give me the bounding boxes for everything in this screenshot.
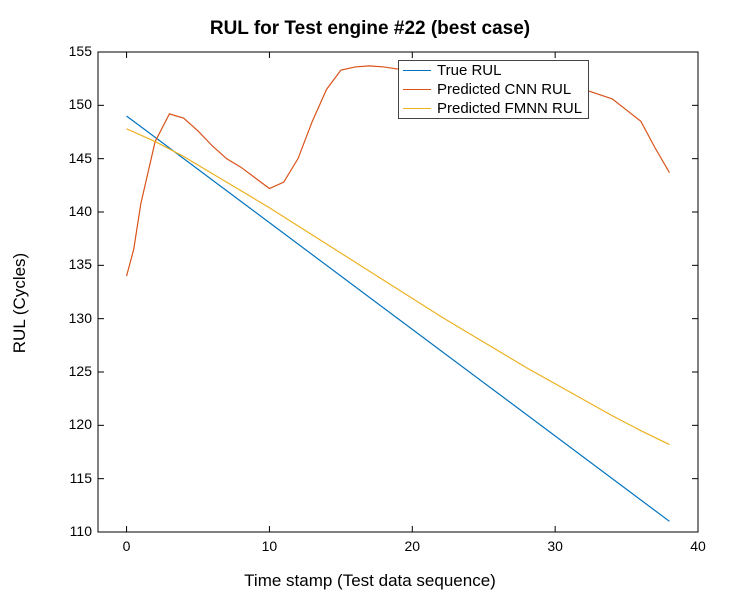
legend-label: True RUL: [437, 62, 501, 79]
y-tick-label: 110: [70, 523, 92, 539]
plot-area: [0, 0, 740, 605]
x-tick-label: 10: [257, 538, 281, 554]
x-tick-label: 0: [115, 538, 139, 554]
y-tick-label: 130: [69, 310, 92, 326]
y-tick-label: 140: [69, 203, 92, 219]
y-tick-label: 145: [69, 150, 92, 166]
legend-swatch: [403, 108, 431, 109]
legend-item: True RUL: [399, 61, 588, 80]
y-tick-label: 115: [70, 470, 92, 486]
legend-label: Predicted FMNN RUL: [437, 100, 582, 117]
y-tick-label: 125: [69, 363, 92, 379]
legend-label: Predicted CNN RUL: [437, 81, 571, 98]
x-tick-label: 40: [686, 538, 710, 554]
legend: True RUL Predicted CNN RUL Predicted FMNN …: [398, 60, 589, 119]
y-tick-label: 135: [69, 256, 92, 272]
y-tick-label: 120: [69, 416, 92, 432]
legend-swatch: [403, 89, 431, 90]
legend-item: Predicted FMNN RUL: [399, 99, 588, 118]
y-tick-label: 150: [69, 96, 92, 112]
figure: RUL for Test engine #22 (best case) RUL …: [0, 0, 740, 605]
legend-item: Predicted CNN RUL: [399, 80, 588, 99]
legend-swatch: [403, 70, 431, 71]
x-tick-label: 30: [543, 538, 567, 554]
x-tick-label: 20: [400, 538, 424, 554]
y-tick-label: 155: [69, 43, 92, 59]
